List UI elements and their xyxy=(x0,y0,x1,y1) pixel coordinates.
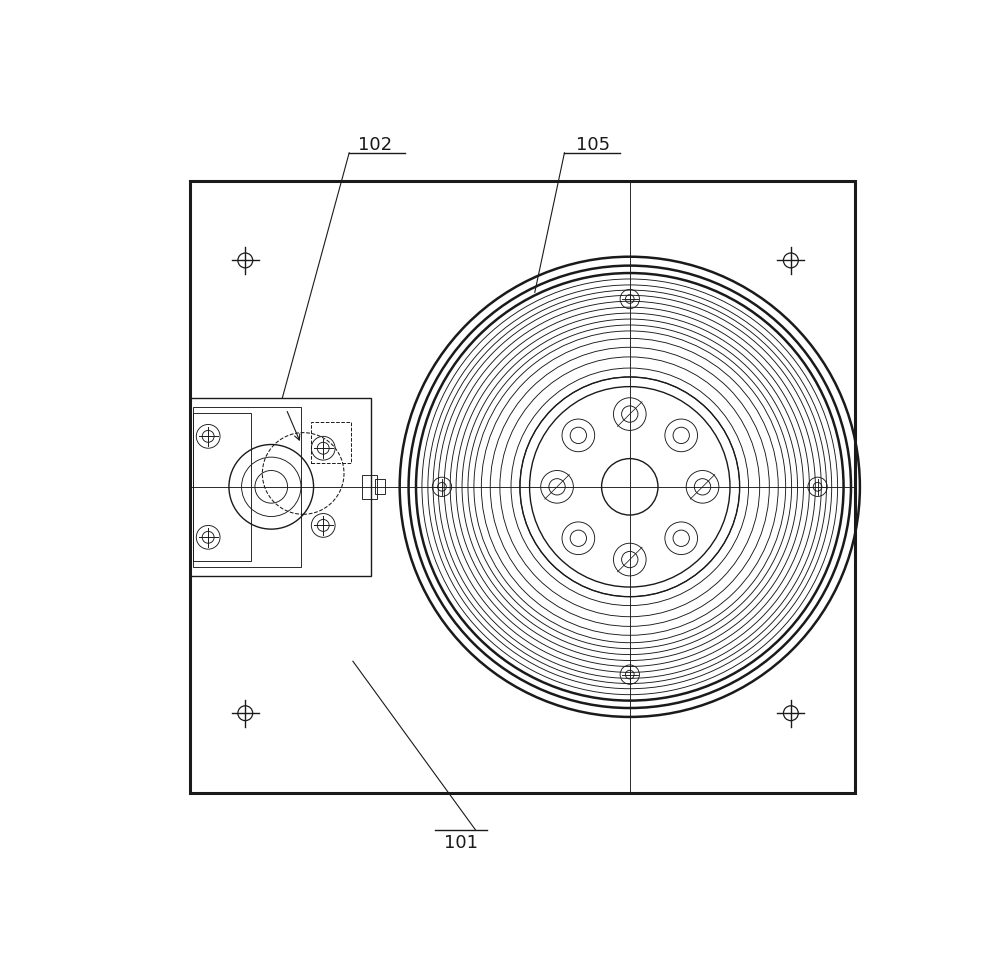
Bar xyxy=(190,398,371,576)
Bar xyxy=(193,413,251,561)
Bar xyxy=(190,181,855,792)
Bar xyxy=(193,407,301,567)
Bar xyxy=(311,422,351,463)
Bar xyxy=(362,475,377,498)
Text: 102: 102 xyxy=(358,136,392,154)
Text: 105: 105 xyxy=(576,136,610,154)
Text: 101: 101 xyxy=(444,834,478,852)
Bar xyxy=(375,479,385,495)
